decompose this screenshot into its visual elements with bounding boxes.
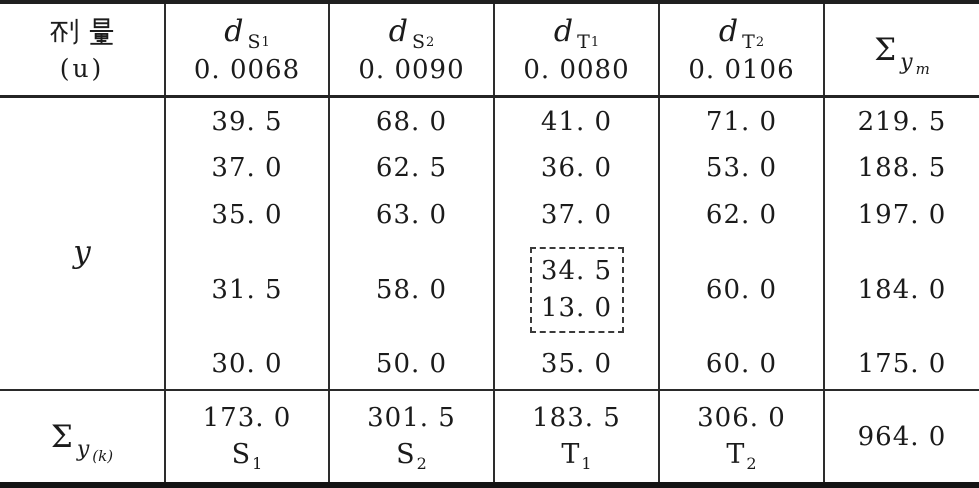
header-cell-dt1: d T1 0. 0080 bbox=[495, 4, 660, 95]
footer-cell-grand-total: 964. 0 bbox=[825, 391, 979, 482]
value-cell: 60. 0 bbox=[705, 274, 778, 305]
value-cell: 41. 0 bbox=[540, 106, 613, 137]
column-sum-value: 306. 0 bbox=[697, 403, 786, 433]
body-col-s2: 68. 0 62. 5 63. 0 58. 0 50. 0 bbox=[330, 98, 495, 389]
column-sum-value: 301. 5 bbox=[367, 403, 456, 433]
var-d-t2: d T2 bbox=[718, 14, 765, 53]
y-label: y bbox=[73, 233, 91, 270]
column-sum-value: 183. 5 bbox=[532, 403, 621, 433]
value-cell: 50. 0 bbox=[375, 349, 448, 379]
row-sum-cell: 188. 5 bbox=[857, 152, 947, 183]
dose-unit: (u) bbox=[59, 54, 105, 84]
column-sum-value: 173. 0 bbox=[202, 403, 292, 433]
row-sum-cell: 197. 0 bbox=[857, 200, 947, 230]
value-cell: 39. 5 bbox=[211, 106, 283, 137]
value-cell: 71. 0 bbox=[705, 106, 778, 137]
body-row: y 39. 5 37. 0 35. 0 31. 5 30. 0 68. 0 62… bbox=[0, 98, 979, 391]
body-col-row-sums: 219. 5 188. 5 197. 0 184. 0 175. 0 bbox=[825, 98, 979, 389]
header-cell-dt2: d T2 0. 0106 bbox=[660, 4, 825, 95]
value-cell: 34. 5 13. 0 bbox=[495, 240, 658, 339]
row-sum-cell: 184. 0 bbox=[857, 274, 947, 305]
value-cell: 30. 0 bbox=[211, 349, 283, 379]
header-row: 剂量 bbox=[0, 4, 979, 98]
value-cell: 62. 5 bbox=[375, 152, 448, 183]
sigma-symbol: Σ bbox=[50, 418, 73, 455]
var-d-s1: d S1 bbox=[224, 14, 270, 53]
value-cell: 62. 0 bbox=[705, 200, 778, 230]
header-cell-ds2: d S2 0. 0090 bbox=[330, 4, 495, 95]
value-cell: 53. 0 bbox=[705, 152, 778, 183]
dose-value-s1: 0. 0068 bbox=[193, 55, 301, 85]
hanzi-ji-icon bbox=[49, 18, 78, 45]
boxed-value-upper: 34. 5 bbox=[540, 255, 613, 286]
row-sum-cell: 175. 0 bbox=[857, 349, 947, 379]
grand-total-value: 964. 0 bbox=[857, 421, 947, 452]
header-cell-dose: 剂量 bbox=[0, 4, 166, 95]
row-sum-cell: 219. 5 bbox=[857, 106, 947, 137]
sigma-symbol: Σ bbox=[874, 31, 897, 68]
var-d-s2: d S2 bbox=[388, 14, 435, 53]
value-cell: 63. 0 bbox=[375, 200, 448, 230]
dose-value-s2: 0. 0090 bbox=[358, 55, 465, 85]
dose-label bbox=[48, 16, 117, 47]
body-col-t1: 41. 0 36. 0 37. 0 34. 5 13. 0 35. 0 bbox=[495, 98, 660, 389]
body-col-s1: 39. 5 37. 0 35. 0 31. 5 30. 0 bbox=[166, 98, 330, 389]
body-col-t2: 71. 0 53. 0 62. 0 60. 0 60. 0 bbox=[660, 98, 825, 389]
value-cell: 35. 0 bbox=[540, 349, 613, 379]
value-cell: 35. 0 bbox=[211, 200, 283, 230]
dose-label-text: 剂量 bbox=[82, 49, 83, 50]
value-cell: 58. 0 bbox=[375, 274, 448, 305]
value-cell: 31. 5 bbox=[211, 274, 283, 305]
dose-value-t2: 0. 0106 bbox=[688, 55, 795, 85]
dashed-outlier-box: 34. 5 13. 0 bbox=[529, 246, 624, 333]
var-d-t1: d T1 bbox=[553, 14, 600, 53]
hanzi-liang-icon bbox=[89, 18, 113, 45]
header-cell-ds1: d S1 0. 0068 bbox=[166, 4, 330, 95]
boxed-value-lower: 13. 0 bbox=[540, 293, 613, 324]
value-cell: 37. 0 bbox=[211, 152, 283, 183]
value-cell: 37. 0 bbox=[540, 200, 613, 230]
body-cell-y-label: y bbox=[0, 98, 166, 389]
value-cell: 60. 0 bbox=[705, 349, 778, 379]
value-cell: 36. 0 bbox=[540, 152, 613, 183]
dose-value-t1: 0. 0080 bbox=[523, 55, 630, 85]
value-cell: 68. 0 bbox=[375, 106, 448, 137]
